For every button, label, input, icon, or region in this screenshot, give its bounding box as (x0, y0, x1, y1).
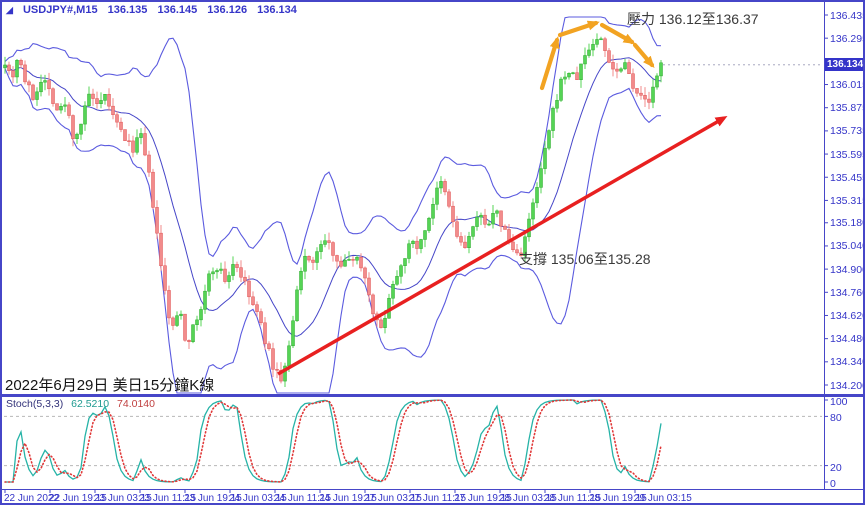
stochastic-panel[interactable] (4, 397, 824, 488)
ohlc-close: 136.134 (257, 4, 297, 16)
time-tick-label: 28 Jun 19:15 (589, 493, 647, 504)
price-tick-label: 134.620 (830, 309, 865, 322)
price-tick-label: 135.315 (830, 194, 865, 207)
time-tick-label: 28 Jun 03:15 (499, 493, 557, 504)
price-tick-label: 136.435 (830, 9, 865, 22)
time-tick-label: 22 Jun 2022 (4, 493, 60, 504)
stochastic-d-value: 74.0140 (117, 398, 155, 410)
time-tick-label: 23 Jun 11:15 (139, 493, 197, 504)
time-tick-label: 23 Jun 19:15 (184, 493, 242, 504)
price-tick-label: 135.875 (830, 102, 865, 115)
time-tick-label: 27 Jun 19:15 (454, 493, 512, 504)
stochastic-k-value: 62.5210 (71, 398, 110, 410)
price-tick-label: 135.180 (830, 217, 865, 230)
time-tick-label: 24 Jun 19:15 (319, 493, 377, 504)
ohlc-low: 136.126 (207, 4, 248, 16)
time-tick-label: 27 Jun 03:15 (364, 493, 422, 504)
price-tick-label: 135.455 (830, 171, 865, 184)
current-price-box: 136.134 (825, 58, 863, 71)
stoch-tick-label: 0 (830, 478, 836, 490)
stoch-tick-label: 100 (830, 396, 848, 408)
time-tick-label: 24 Jun 11:15 (274, 493, 332, 504)
price-tick-label: 134.340 (830, 356, 865, 369)
support-annotation: 支撐 135.06至135.28 (519, 251, 651, 267)
price-tick-label: 135.595 (830, 148, 865, 161)
time-tick-label: 29 Jun 03:15 (634, 493, 692, 504)
ohlc-high: 136.145 (157, 4, 198, 16)
resistance-annotation: 壓力 136.12至136.37 (627, 11, 759, 27)
price-tick-label: 136.295 (830, 32, 865, 45)
time-tick-label: 22 Jun 19:15 (49, 493, 107, 504)
time-tick-label: 24 Jun 03:15 (229, 493, 287, 504)
price-tick-label: 134.480 (830, 333, 865, 346)
price-tick-label: 136.015 (830, 79, 865, 92)
main-chart-panel[interactable] (4, 4, 824, 394)
date-caption: 2022年6月29日 美日15分鐘K線 (5, 377, 215, 394)
ohlc-open: 136.135 (107, 4, 148, 16)
stochastic-name: Stoch(5,3,3) (6, 398, 64, 410)
price-tick-label: 135.735 (830, 125, 865, 138)
stochastic-label: Stoch(5,3,3) 62.5210 74.0140 (6, 398, 155, 410)
price-tick-label: 134.900 (830, 263, 865, 276)
price-tick-label: 135.040 (830, 240, 865, 253)
time-tick-label: 27 Jun 11:15 (409, 493, 467, 504)
chart-title: ◢ USDJPY#,M15 136.135 136.145 136.126 13… (6, 4, 304, 16)
symbol-period-label: USDJPY#,M15 (22, 4, 98, 16)
time-tick-label: 23 Jun 03:15 (94, 493, 152, 504)
price-tick-label: 134.760 (830, 286, 865, 299)
stoch-tick-label: 80 (830, 412, 842, 425)
time-tick-label: 28 Jun 11:15 (544, 493, 602, 504)
chart-pointer-icon: ◢ (6, 5, 13, 15)
stoch-tick-label: 20 (830, 461, 842, 474)
price-tick-label: 134.200 (830, 379, 865, 392)
